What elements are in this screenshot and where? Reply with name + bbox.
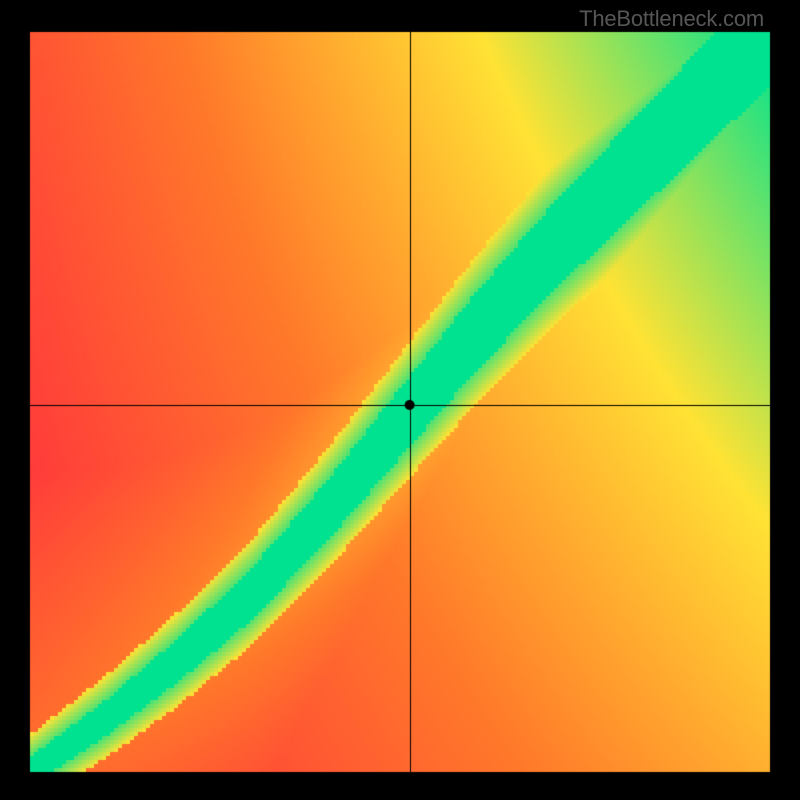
bottleneck-heatmap <box>0 0 800 800</box>
chart-container: TheBottleneck.com <box>0 0 800 800</box>
watermark-text: TheBottleneck.com <box>579 6 764 32</box>
